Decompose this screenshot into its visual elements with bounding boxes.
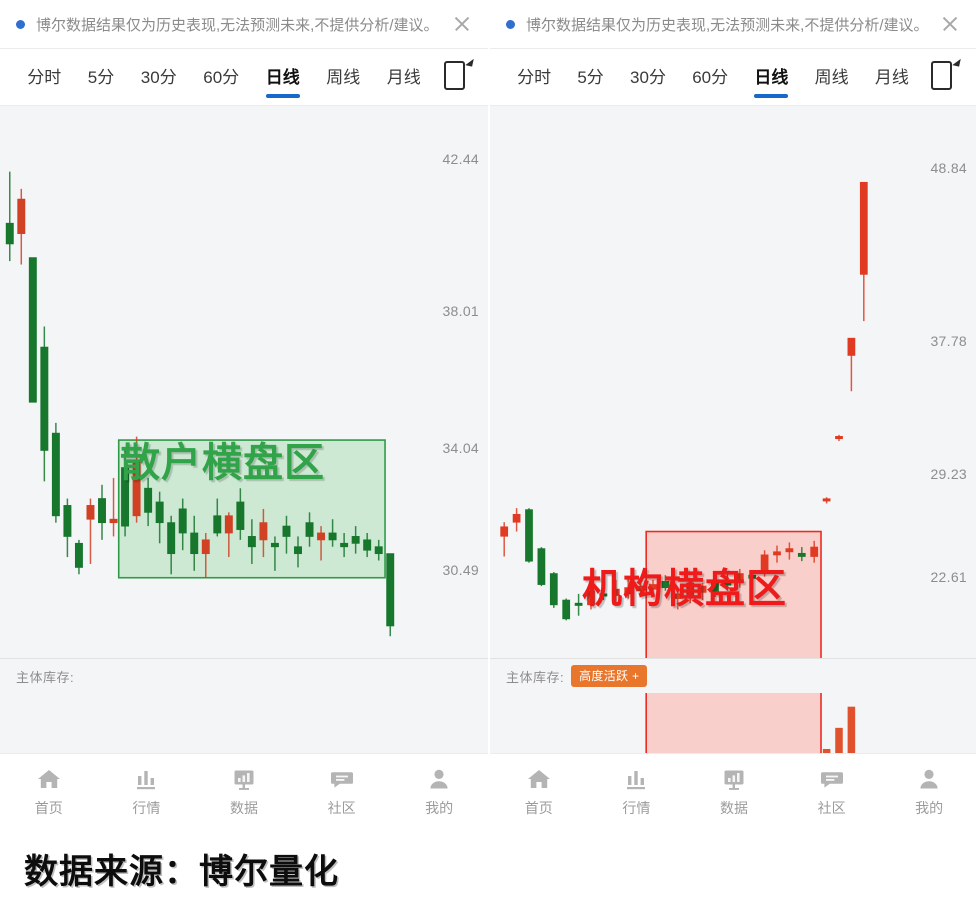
phone-rotate-icon[interactable] bbox=[434, 60, 474, 94]
message-icon bbox=[820, 771, 843, 788]
tab-daily[interactable]: 日线 bbox=[741, 55, 801, 100]
tab-fenshi[interactable]: 分时 bbox=[27, 67, 62, 87]
left-axis-label-3: 30.49 bbox=[442, 562, 479, 579]
tab-monthly[interactable]: 月线 bbox=[386, 67, 421, 87]
source-caption: 数据来源：博尔量化 bbox=[0, 830, 976, 906]
left-price-chart[interactable]: 42.44 38.01 34.04 30.49 散户横盘区 bbox=[0, 106, 488, 658]
bar-chart-icon bbox=[627, 770, 646, 789]
left-inventory-label: 主体库存: bbox=[16, 669, 75, 685]
notice-text-right: 博尔数据结果仅为历史表现,无法预测未来,不提供分析/建议。 bbox=[526, 16, 929, 34]
source-caption-text: 数据来源：博尔量化 bbox=[24, 851, 339, 892]
nav-item-mine[interactable]: 我的 bbox=[390, 767, 488, 818]
left-candlestick-svg bbox=[5, 171, 395, 637]
notice-banner-right: 博尔数据结果仅为历史表现,无法预测未来,不提供分析/建议。 bbox=[490, 0, 976, 48]
status-badge[interactable]: 高度活跃 + bbox=[571, 665, 648, 687]
tab-60min[interactable]: 60分 bbox=[692, 67, 729, 87]
nav-label-home: 首页 bbox=[34, 799, 63, 816]
nav-item-data[interactable]: 数据 bbox=[685, 767, 783, 818]
right-axis-label-1: 37.78 bbox=[930, 332, 967, 349]
nav-label-mine: 我的 bbox=[915, 799, 944, 816]
nav-label-community: 社区 bbox=[817, 799, 846, 816]
right-axis-label-2: 29.23 bbox=[930, 465, 967, 482]
nav-item-home[interactable]: 首页 bbox=[0, 767, 98, 818]
tab-daily-label: 日线 bbox=[265, 67, 300, 87]
right-axis-label-3: 22.61 bbox=[930, 569, 967, 586]
tab-30min[interactable]: 30分 bbox=[630, 67, 666, 87]
right-candlestick-svg bbox=[500, 181, 868, 658]
left-bottom-nav: 首页 行情 数据 社区 我的 bbox=[0, 753, 488, 830]
nav-item-market[interactable]: 行情 bbox=[588, 767, 686, 818]
tab-fenshi[interactable]: 分时 bbox=[517, 67, 552, 87]
phone-rotate-icon[interactable] bbox=[922, 60, 962, 94]
tab-60min[interactable]: 60分 bbox=[203, 67, 240, 87]
nav-item-market[interactable]: 行情 bbox=[98, 767, 196, 818]
tab-5min[interactable]: 5分 bbox=[87, 67, 115, 87]
nav-item-community[interactable]: 社区 bbox=[293, 767, 391, 818]
left-axis-label-2: 34.04 bbox=[442, 440, 479, 456]
nav-item-mine[interactable]: 我的 bbox=[880, 767, 976, 818]
right-inventory-label: 主体库存: bbox=[506, 669, 565, 685]
nav-item-home[interactable]: 首页 bbox=[490, 767, 588, 818]
tab-weekly[interactable]: 周线 bbox=[814, 67, 849, 87]
notice-banner: 博尔数据结果仅为历史表现,无法预测未来,不提供分析/建议。 bbox=[0, 0, 488, 48]
person-icon bbox=[920, 769, 938, 788]
home-icon bbox=[37, 769, 60, 788]
nav-label-community: 社区 bbox=[327, 799, 356, 816]
bar-chart-icon bbox=[137, 770, 156, 789]
tab-monthly[interactable]: 月线 bbox=[874, 67, 909, 87]
nav-item-data[interactable]: 数据 bbox=[195, 767, 293, 818]
nav-label-data: 数据 bbox=[719, 799, 748, 816]
right-axis-label-0: 48.84 bbox=[930, 160, 967, 177]
tab-5min[interactable]: 5分 bbox=[577, 67, 604, 87]
tab-active-underline bbox=[265, 94, 300, 98]
right-zone-annotation: 机构横盘区 bbox=[582, 566, 787, 612]
bullet-dot-icon bbox=[506, 19, 515, 29]
period-tab-bar-right: 分时 5分 30分 60分 日线 周线 月线 bbox=[490, 49, 976, 105]
nav-item-community[interactable]: 社区 bbox=[783, 767, 881, 818]
left-axis-label-1: 38.01 bbox=[442, 303, 479, 320]
monitor-chart-icon bbox=[234, 770, 254, 790]
phone-panels: 博尔数据结果仅为历史表现,无法预测未来,不提供分析/建议。 分时 5分 30分 … bbox=[0, 0, 976, 830]
tab-active-underline bbox=[754, 94, 789, 98]
left-zone-annotation: 散户横盘区 bbox=[120, 440, 325, 486]
notice-text: 博尔数据结果仅为历史表现,无法预测未来,不提供分析/建议。 bbox=[36, 16, 439, 34]
left-phone-panel: 博尔数据结果仅为历史表现,无法预测未来,不提供分析/建议。 分时 5分 30分 … bbox=[0, 0, 488, 830]
bullet-dot-icon bbox=[16, 19, 25, 29]
period-tab-bar: 分时 5分 30分 60分 日线 周线 月线 bbox=[0, 49, 488, 105]
nav-label-mine: 我的 bbox=[425, 799, 454, 816]
right-price-chart[interactable]: 48.84 37.78 29.23 22.61 机构横盘区 bbox=[490, 106, 976, 658]
nav-label-market: 行情 bbox=[622, 799, 651, 816]
tab-daily-label: 日线 bbox=[754, 67, 789, 87]
tabs-divider bbox=[0, 105, 488, 106]
nav-label-market: 行情 bbox=[132, 799, 161, 816]
notice-divider bbox=[0, 48, 488, 49]
close-icon[interactable] bbox=[450, 12, 474, 36]
nav-label-home: 首页 bbox=[524, 799, 553, 816]
tabs-divider-right bbox=[490, 105, 976, 106]
left-axis-label-0: 42.44 bbox=[442, 150, 479, 167]
close-icon[interactable] bbox=[938, 12, 962, 36]
tab-weekly[interactable]: 周线 bbox=[326, 67, 361, 87]
tab-30min[interactable]: 30分 bbox=[140, 67, 177, 87]
right-phone-panel: 博尔数据结果仅为历史表现,无法预测未来,不提供分析/建议。 分时 5分 30分 … bbox=[488, 0, 976, 830]
left-inventory-divider bbox=[0, 658, 488, 659]
left-inventory-strip: 主体库存: bbox=[0, 659, 488, 693]
tab-daily[interactable]: 日线 bbox=[252, 55, 313, 100]
person-icon bbox=[430, 769, 448, 788]
message-icon bbox=[330, 771, 353, 788]
notice-divider-right bbox=[490, 48, 976, 49]
nav-label-data: 数据 bbox=[229, 799, 258, 816]
monitor-chart-icon bbox=[724, 770, 744, 790]
right-inventory-divider bbox=[490, 658, 976, 659]
right-inventory-strip: 主体库存: 高度活跃 + bbox=[490, 659, 976, 693]
home-icon bbox=[527, 769, 550, 788]
right-bottom-nav: 首页 行情 数据 社区 我的 bbox=[490, 753, 976, 830]
